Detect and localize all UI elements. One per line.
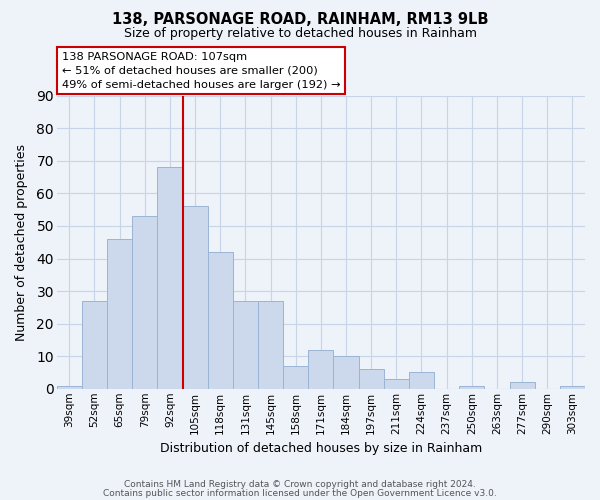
Bar xyxy=(233,301,258,389)
Bar xyxy=(283,366,308,389)
Bar xyxy=(384,379,409,389)
Bar xyxy=(334,356,359,389)
Y-axis label: Number of detached properties: Number of detached properties xyxy=(15,144,28,340)
Bar xyxy=(82,301,107,389)
Bar xyxy=(57,386,82,389)
Text: Size of property relative to detached houses in Rainham: Size of property relative to detached ho… xyxy=(124,28,476,40)
Bar xyxy=(509,382,535,389)
Bar xyxy=(132,216,157,389)
Bar xyxy=(208,252,233,389)
Bar xyxy=(182,206,208,389)
Bar xyxy=(459,386,484,389)
X-axis label: Distribution of detached houses by size in Rainham: Distribution of detached houses by size … xyxy=(160,442,482,455)
Text: Contains public sector information licensed under the Open Government Licence v3: Contains public sector information licen… xyxy=(103,488,497,498)
Bar xyxy=(560,386,585,389)
Text: 138, PARSONAGE ROAD, RAINHAM, RM13 9LB: 138, PARSONAGE ROAD, RAINHAM, RM13 9LB xyxy=(112,12,488,28)
Text: Contains HM Land Registry data © Crown copyright and database right 2024.: Contains HM Land Registry data © Crown c… xyxy=(124,480,476,489)
Bar xyxy=(359,369,384,389)
Text: 138 PARSONAGE ROAD: 107sqm
← 51% of detached houses are smaller (200)
49% of sem: 138 PARSONAGE ROAD: 107sqm ← 51% of deta… xyxy=(62,52,341,90)
Bar xyxy=(157,168,182,389)
Bar xyxy=(107,239,132,389)
Bar xyxy=(409,372,434,389)
Bar xyxy=(258,301,283,389)
Bar xyxy=(308,350,334,389)
